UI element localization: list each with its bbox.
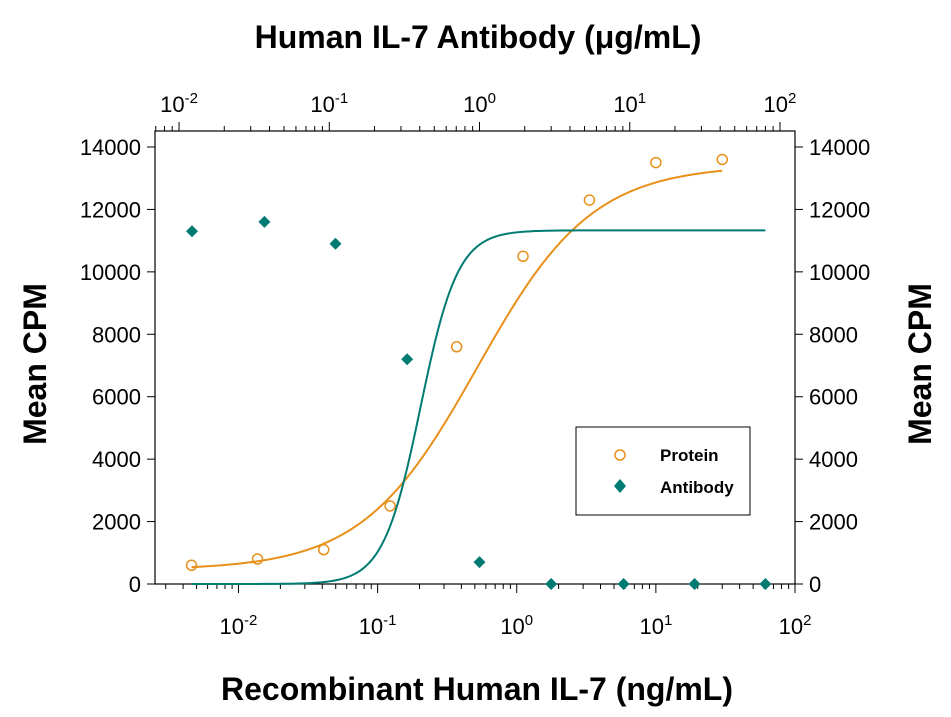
y-axis-title-left: Mean CPM [17,283,53,445]
bottom-x-tick-label-3: 101 [639,612,672,639]
protein-point-5 [517,250,529,262]
y-tick-label-left-5: 10000 [80,260,141,285]
protein-point-6 [583,194,596,206]
y-tick-label-right-0: 0 [809,572,821,597]
antibody-point-8 [759,578,772,590]
y-tick-label-right-3: 6000 [809,385,858,410]
legend: Protein Antibody [575,426,751,516]
legend-antibody-marker [614,479,626,493]
y-tick-label-right-6: 12000 [809,197,870,222]
antibody-point-6 [617,578,630,590]
antibody-point-5 [545,578,558,590]
y-tick-label-left-0: 0 [129,572,141,597]
y-tick-label-right-2: 4000 [809,447,858,472]
bottom-x-tick-label-1: 10-1 [359,612,397,639]
top-x-tick-label-4: 102 [764,90,797,117]
top-x-tick-label-0: 10-2 [160,90,198,117]
antibody-point-0 [186,225,199,238]
data-points [185,153,772,590]
top-x-tick-label-3: 101 [613,90,646,117]
antibody-point-2 [329,237,342,250]
bottom-x-tick-label-2: 100 [500,612,533,639]
y-tick-label-left-7: 14000 [80,135,141,160]
protein-point-4 [450,341,463,353]
fit-curves [191,169,766,585]
x-axis-title: Recombinant Human IL-7 (ng/mL) [221,671,733,707]
protein-point-1 [251,553,264,565]
y-tick-label-right-7: 14000 [809,135,870,160]
antibody-point-1 [258,215,271,228]
y-tick-label-left-1: 2000 [92,510,141,535]
legend-antibody-label: Antibody [660,478,734,497]
protein-point-3 [384,500,396,512]
protein-point-2 [317,543,330,556]
top-x-tick-label-1: 10-1 [310,90,348,117]
y-tick-label-left-6: 12000 [80,197,141,222]
y-tick-label-left-2: 4000 [92,447,141,472]
antibody-point-4 [473,556,486,569]
bottom-x-tick-label-4: 102 [779,612,812,639]
y-axis-title-right: Mean CPM [902,283,938,445]
antibody-point-3 [401,353,414,366]
plot-frame [154,130,796,585]
protein-point-8 [716,153,729,166]
y-tick-label-right-5: 10000 [809,260,870,285]
y-tick-label-left-3: 6000 [92,385,141,410]
legend-protein-label: Protein [660,446,719,465]
y-tick-label-right-1: 2000 [809,510,858,535]
y-tick-label-right-4: 8000 [809,322,858,347]
antibody-point-7 [688,578,701,590]
protein-point-0 [185,559,198,572]
bottom-x-tick-label-0: 10-2 [220,612,258,639]
chart-title: Human IL-7 Antibody (μg/mL) [255,19,702,55]
legend-protein-marker [614,449,626,461]
protein-point-7 [650,156,662,169]
top-x-tick-label-2: 100 [463,90,496,117]
axis-ticks: 0 0 2000 2000 4000 4000 6000 6000 8000 8000 10000 1… [80,90,870,639]
fit-curve-antibody [192,229,766,585]
y-tick-label-left-4: 8000 [92,322,141,347]
fit-curve-protein [191,169,723,569]
legend-box [575,426,751,516]
